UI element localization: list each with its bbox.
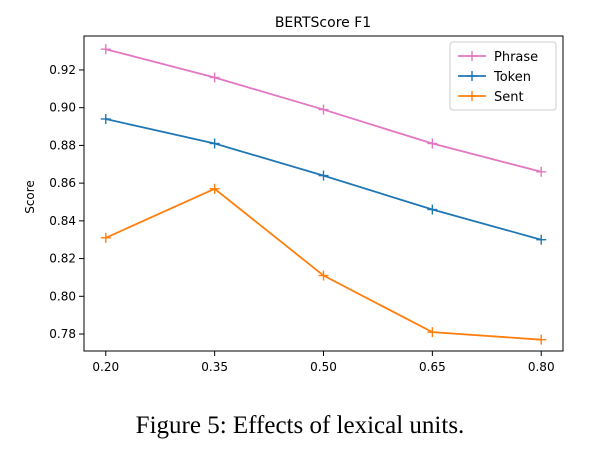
data-point-phrase <box>536 166 547 177</box>
x-tick-label: 0.35 <box>201 360 228 374</box>
data-point-phrase <box>209 72 220 83</box>
y-tick-label: 0.88 <box>49 138 76 152</box>
y-tick-label: 0.82 <box>49 252 76 266</box>
y-tick-label: 0.80 <box>49 289 76 303</box>
y-tick-label: 0.90 <box>49 101 76 115</box>
legend-label: Token <box>493 70 531 85</box>
y-tick-label: 0.92 <box>49 63 76 77</box>
x-tick-label: 0.80 <box>528 360 555 374</box>
data-point-phrase <box>100 44 111 55</box>
data-point-sent <box>536 334 547 345</box>
data-point-token <box>100 113 111 124</box>
line-chart: BERTScore F1 Score 0.78 0.80 0.82 0.84 0.86 0… <box>23 15 564 374</box>
y-tick-label: 0.78 <box>49 327 76 341</box>
x-tick-label: 0.50 <box>310 360 337 374</box>
data-point-token <box>318 170 329 181</box>
data-point-token <box>209 138 220 149</box>
data-point-phrase <box>427 138 438 149</box>
chart-title: BERTScore F1 <box>275 15 371 31</box>
data-point-sent <box>209 183 220 194</box>
y-tick-label: 0.84 <box>49 214 76 228</box>
data-point-phrase <box>318 104 329 115</box>
legend-frame <box>449 41 557 111</box>
x-tick-label: 0.65 <box>419 360 446 374</box>
data-point-sent <box>100 232 111 243</box>
legend-entry-sent: Sent <box>458 90 524 105</box>
legend-label: Phrase <box>494 50 538 65</box>
data-point-sent <box>318 270 329 281</box>
legend-entry-phrase: Phrase <box>458 50 538 65</box>
y-axis-label: Score <box>23 180 37 214</box>
figure-caption: Figure 5: Effects of lexical units. <box>135 412 465 439</box>
legend: Phrase Token Sent <box>449 41 557 111</box>
data-point-sent <box>427 327 438 338</box>
y-tick-label: 0.86 <box>49 176 76 190</box>
x-tick-label: 0.20 <box>92 360 119 374</box>
data-point-token <box>427 204 438 215</box>
legend-entry-token: Token <box>458 70 531 85</box>
data-point-token <box>536 234 547 245</box>
series-line-sent <box>105 187 542 341</box>
legend-label: Sent <box>494 90 524 105</box>
